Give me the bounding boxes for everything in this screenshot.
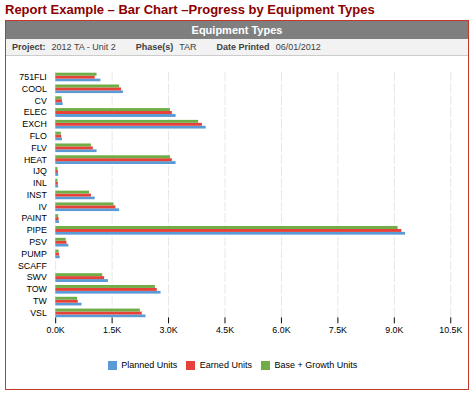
svg-text:ELEC: ELEC <box>24 107 48 117</box>
svg-text:VSL: VSL <box>30 308 47 318</box>
svg-text:HEAT: HEAT <box>24 155 47 165</box>
html-text:Base + Growth Units: Base + Growth Units <box>274 360 358 371</box>
svg-text:6.0K: 6.0K <box>272 325 290 335</box>
svg-text:FLO: FLO <box>30 131 47 141</box>
svg-text:EXCH: EXCH <box>22 119 47 129</box>
html-text:Planned Units: Planned Units <box>121 360 178 371</box>
svg-text:4.5K: 4.5K <box>216 325 234 335</box>
svg-text:3.0K: 3.0K <box>159 325 177 335</box>
svg-text:INST: INST <box>27 190 48 200</box>
svg-text:CV: CV <box>35 96 47 106</box>
html-text:Earned Units: Earned Units <box>199 360 252 371</box>
html-text:TAR: TAR <box>179 42 197 52</box>
svg-text:PSV: PSV <box>29 237 47 247</box>
svg-text:PAINT: PAINT <box>21 213 47 223</box>
svg-text:10.5K: 10.5K <box>439 325 462 335</box>
svg-text:PUMP: PUMP <box>21 249 47 259</box>
html-text:2012 TA - Unit 2: 2012 TA - Unit 2 <box>51 42 116 52</box>
svg-text:TOW: TOW <box>26 284 47 294</box>
html-text:Date Printed: Date Printed <box>216 42 270 52</box>
html-text:06/01/2012: 06/01/2012 <box>275 42 321 52</box>
html-text:Report Example – Bar Chart –Pr: Report Example – Bar Chart –Progress by … <box>5 2 375 17</box>
svg-text:TW: TW <box>33 296 47 306</box>
html-text:Project:: Project: <box>12 42 46 52</box>
svg-text:PIPE: PIPE <box>27 225 47 235</box>
html-text:Phase(s): Phase(s) <box>135 42 174 52</box>
svg-text:1.5K: 1.5K <box>103 325 121 335</box>
html-text:Equipment Types: Equipment Types <box>191 24 283 36</box>
svg-text:IJQ: IJQ <box>33 166 47 176</box>
svg-text:IV: IV <box>38 202 46 212</box>
svg-text:751FLI: 751FLI <box>19 72 47 82</box>
svg-text:SCAFF: SCAFF <box>18 261 48 271</box>
svg-text:SWV: SWV <box>27 272 47 282</box>
svg-text:COOL: COOL <box>22 84 47 94</box>
svg-text:7.5K: 7.5K <box>329 325 347 335</box>
svg-text:INL: INL <box>33 178 47 188</box>
svg-text:0.0K: 0.0K <box>47 325 65 335</box>
svg-text:FLV: FLV <box>31 143 47 153</box>
svg-text:9.0K: 9.0K <box>385 325 403 335</box>
